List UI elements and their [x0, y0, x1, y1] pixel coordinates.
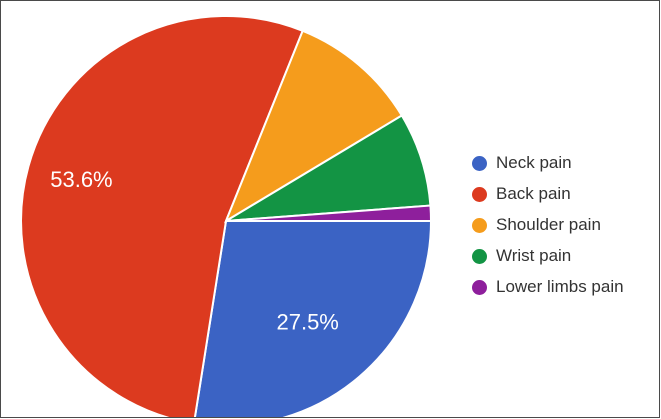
pie-data-labels: 27.5% 53.6%: [50, 167, 339, 335]
legend-swatch-lower-limbs-pain: [472, 279, 487, 295]
pie-slices: [20, 15, 433, 418]
legend-label-lower-limbs-pain: Lower limbs pain: [496, 277, 624, 296]
legend-item-neck-pain[interactable]: Neck pain: [472, 153, 624, 173]
legend-swatch-back-pain: [472, 186, 487, 202]
legend-swatch-shoulder-pain: [472, 217, 487, 233]
pie-slice-lower-limbs-pain[interactable]: [225, 204, 433, 222]
legend-label-neck-pain: Neck pain: [496, 153, 572, 172]
pie-slice-neck-pain[interactable]: [193, 220, 433, 418]
legend-swatch-wrist-pain: [472, 248, 487, 264]
pie-slice-shoulder-pain[interactable]: [223, 29, 404, 224]
legend-label-shoulder-pain: Shoulder pain: [496, 215, 601, 234]
legend-item-back-pain[interactable]: Back pain: [472, 184, 624, 204]
legend-label-back-pain: Back pain: [496, 184, 571, 203]
data-label-neck-pain: 27.5%: [276, 309, 338, 334]
legend-swatch-neck-pain: [472, 155, 487, 171]
legend-item-lower-limbs-pain[interactable]: Lower limbs pain: [472, 277, 624, 297]
data-label-back-pain: 53.6%: [50, 167, 112, 192]
legend-item-wrist-pain[interactable]: Wrist pain: [472, 246, 624, 266]
legend: Neck pain Back pain Shoulder pain Wrist …: [472, 153, 624, 297]
legend-item-shoulder-pain[interactable]: Shoulder pain: [472, 215, 624, 235]
pie-slice-back-pain[interactable]: [20, 15, 304, 418]
legend-label-wrist-pain: Wrist pain: [496, 246, 572, 265]
